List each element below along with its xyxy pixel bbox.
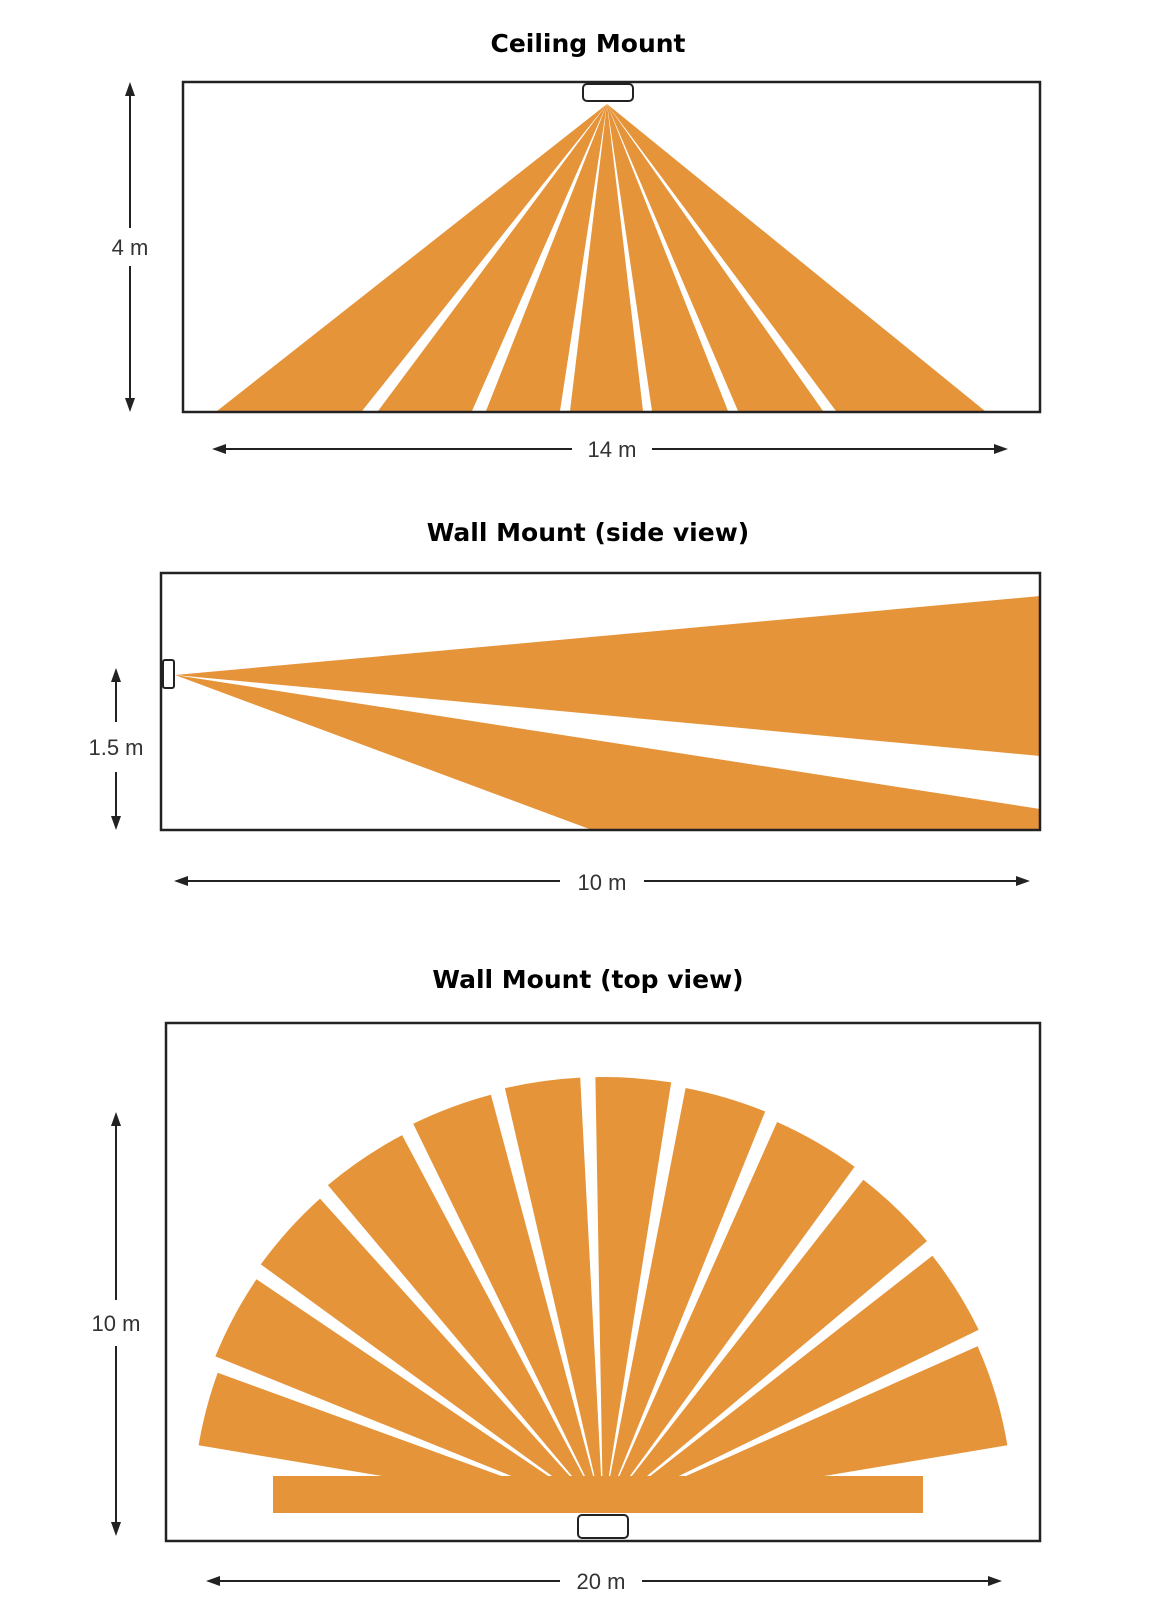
wall-side-sensor-icon [162,659,175,689]
wall-side-lower-zone [175,675,1040,830]
wall-side-height-label: 1.5 m [88,735,143,760]
wall-top-title: Wall Mount (top view) [432,965,744,994]
wall-top-height-label: 10 m [92,1311,141,1336]
wall-side-room-outline [159,571,1042,832]
ceiling-height-label: 4 m [112,235,149,260]
ceiling-zone-4 [570,104,643,411]
ceiling-zone-7 [607,104,985,411]
ceiling-zone-1 [217,104,607,411]
wall-top-width-label: 20 m [577,1569,626,1594]
wall-top-zone-3 [603,1179,927,1513]
ceiling-zone-3 [486,104,607,411]
wall-top-width-dimension [206,1576,1002,1586]
wall-top-zone-8 [413,1094,603,1513]
ceiling-zone-2 [378,104,607,411]
wall-side-width-dimension [174,876,1030,886]
ceiling-width-dimension [212,444,1008,454]
wall-top-zone-7 [504,1077,603,1513]
ceiling-width-label: 14 m [588,437,637,462]
wall-side-width-label: 10 m [578,870,627,895]
ceiling-zone-5 [607,104,728,411]
wall-side-height-dimension [111,668,121,830]
ceiling-mount-diagram: 4 m 14 m [112,80,1042,462]
wall-side-upper-zone [175,596,1040,756]
ceiling-height-dimension [125,82,135,412]
wall-side-diagram: 1.5 m 10 m [88,571,1042,895]
wall-top-zone-12 [198,1372,603,1513]
wall-top-zone-10 [260,1198,603,1513]
wall-top-room-outline [164,1021,1042,1543]
wall-top-height-dimension [111,1112,121,1536]
ceiling-detection-zones [217,104,985,411]
wall-top-zone-4 [603,1122,855,1513]
wall-top-zone-5 [603,1088,766,1513]
ceiling-sensor-icon [582,83,634,102]
ceiling-mount-title: Ceiling Mount [490,29,686,58]
wall-top-zone-1 [603,1346,1008,1513]
wall-top-zone-11 [215,1279,603,1513]
wall-top-detection-zones [198,1077,1008,1513]
wall-side-detection-zones [175,596,1040,830]
wall-top-zone-6 [595,1077,672,1513]
wall-side-title: Wall Mount (side view) [426,518,750,547]
ceiling-room-outline [181,80,1042,414]
ceiling-zone-6 [607,104,823,411]
wall-top-sensor-icon [577,1514,629,1539]
wall-top-zone-2 [603,1255,979,1513]
wall-top-zone-9 [327,1135,603,1513]
